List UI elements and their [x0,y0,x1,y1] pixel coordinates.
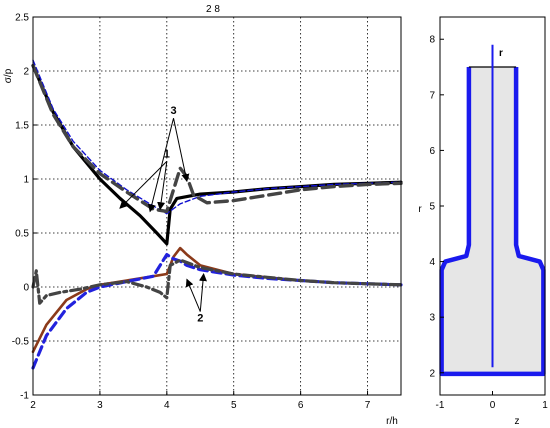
chart-title: 2 8 [206,4,220,15]
tick-labels: 2 3 4 5 6 7 2.5 2 1.5 1 0.5 0 -0.5 -1 [12,13,371,412]
series-line-3 [31,63,403,214]
plot-area [33,17,401,395]
x-tick-label: 3 [97,400,103,411]
diagram-x-tick-label: -1 [436,400,445,411]
y-tick-label: 0.5 [15,229,29,240]
annotation-label-1: 1 [164,148,170,160]
section-outline [439,67,546,377]
diagram-y-tick-label: 2 [429,368,435,379]
diagram-y-tick-label: 6 [429,146,435,157]
y-tick-label: -1 [20,391,29,402]
x-tick-label: 7 [365,400,371,411]
series-line-6 [31,258,403,305]
y-tick-label: 0 [23,283,29,294]
y-tick-label: 1 [23,175,29,186]
annotation-label-2: 2 [197,313,203,325]
annotation-arrow [157,161,168,211]
diagram-axis-label: r [499,48,503,59]
diagram-y-tick-label: 4 [429,257,435,268]
x-tick-label: 4 [164,400,170,411]
series-line-2 [32,59,402,215]
x-tick-label: 5 [231,400,237,411]
stress-chart: 1 2 3 2 3 4 5 6 7 2.5 2 1.5 1 0.5 0 -0.5 -1 2 8 r/h σ/p [3,4,403,427]
cylinder-section [439,44,546,377]
annotation-arrow [185,278,201,312]
diagram-y-tick-label: 8 [429,35,435,46]
x-tick-label: 6 [298,400,304,411]
y-tick-label: 1.5 [15,121,29,132]
diagram-tick-labels: -1 0 1 8 7 6 5 4 3 2 [429,35,548,411]
plot-frame [32,16,402,396]
annotation-arrow [199,273,207,312]
y-axis-label: σ/p [3,68,14,83]
diagram-x-tick-label: 0 [490,400,496,411]
annotation-arrow [147,118,174,213]
diagram-y-tick-label: 3 [429,313,435,324]
y-tick-label: 2 [23,67,29,78]
diagram-y-tick-label: 5 [429,202,435,213]
diagram-y-tick-label: 7 [429,90,435,101]
diagram-x-tick-label: 1 [542,400,548,411]
diagram-x-label: z [515,416,520,427]
series-group [31,59,403,370]
annotation-arrow [173,118,190,183]
x-tick-label: 2 [30,400,36,411]
y-tick-label: 2.5 [15,13,29,24]
grid [32,16,401,396]
diagram-y-label: r [418,204,422,215]
geometry-diagram: -1 0 1 8 7 6 5 4 3 2 z r r [418,16,548,427]
annotation-arrow [119,161,168,209]
annotation-label-3: 3 [170,105,176,117]
y-tick-label: -0.5 [12,337,30,348]
x-axis-label: r/h [386,416,398,427]
annotations: 1 2 3 [119,105,207,325]
